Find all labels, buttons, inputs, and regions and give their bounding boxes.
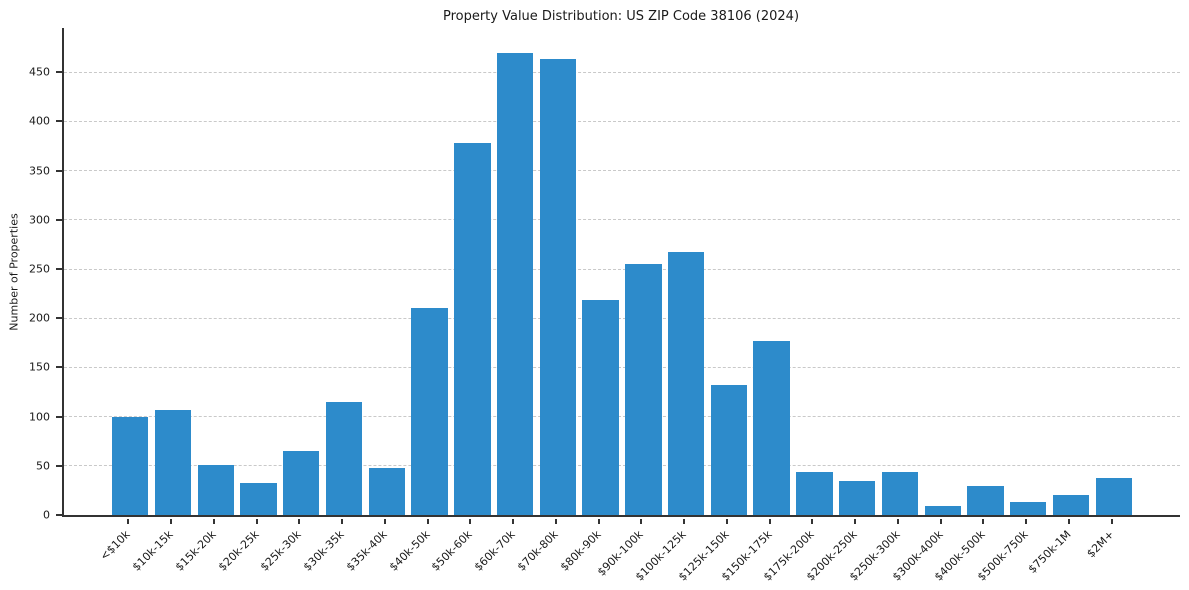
bar (325, 401, 363, 515)
y-tick-mark (56, 120, 62, 123)
x-tick-mark (255, 519, 258, 524)
bar (283, 451, 320, 515)
y-tick-mark (56, 464, 62, 467)
y-tick-label: 450 (29, 65, 50, 79)
gridline (64, 170, 1180, 172)
y-tick-label: 0 (43, 508, 50, 522)
y-tick-label: 100 (29, 410, 50, 424)
bar (753, 340, 790, 515)
y-tick-label: 300 (29, 213, 50, 227)
x-tick-mark (896, 519, 899, 524)
y-tick-mark (56, 218, 62, 221)
x-tick-mark (298, 519, 301, 524)
x-tick-mark (640, 519, 643, 524)
y-tick-label: 50 (36, 459, 50, 473)
y-tick-label: 250 (29, 262, 50, 276)
bar (881, 471, 919, 515)
x-tick-mark (469, 519, 472, 524)
y-tick-mark (56, 169, 62, 172)
gridline (64, 416, 1180, 418)
x-tick-mark (683, 519, 686, 524)
x-tick-mark (982, 519, 985, 524)
bar (1010, 502, 1047, 515)
bar (539, 59, 577, 515)
x-tick-mark (725, 519, 728, 524)
gridline (64, 120, 1180, 122)
y-tick-mark (56, 415, 62, 418)
x-tick-mark (811, 519, 814, 524)
x-axis-ticks: <$10k $10k-15k $15k-20k $20k-25k $25k-30k $30… (62, 519, 1180, 590)
bar (667, 252, 705, 515)
y-tick-mark (56, 366, 62, 369)
gridline (64, 268, 1180, 270)
bar (924, 506, 961, 515)
gridline (64, 317, 1180, 319)
x-tick-mark (597, 519, 600, 524)
bar (796, 471, 833, 515)
bar (368, 467, 405, 515)
bar (112, 416, 149, 515)
x-tick-mark (341, 519, 344, 524)
y-tick-label: 150 (29, 360, 50, 374)
y-tick-label: 400 (29, 114, 50, 128)
x-tick-mark (383, 519, 386, 524)
x-tick-mark (854, 519, 857, 524)
plot-area (62, 28, 1180, 517)
x-tick-mark (170, 519, 173, 524)
bar (496, 52, 534, 515)
bar (967, 486, 1004, 515)
y-tick-mark (56, 317, 62, 320)
x-tick-mark (1025, 519, 1028, 524)
bar (625, 264, 662, 515)
x-tick-mark (1067, 519, 1070, 524)
bar (154, 409, 192, 515)
y-tick-mark (56, 71, 62, 74)
x-tick-mark (512, 519, 515, 524)
x-tick-mark (127, 519, 130, 524)
bar (1052, 495, 1090, 515)
y-tick-mark (56, 514, 62, 516)
gridline (64, 219, 1180, 221)
x-tick-mark (768, 519, 771, 524)
y-tick-label: 200 (29, 311, 50, 325)
x-tick-mark (426, 519, 429, 524)
bar (411, 308, 448, 515)
x-tick-mark (212, 519, 215, 524)
gridline (64, 366, 1180, 368)
y-tick-mark (56, 268, 62, 271)
gridline (64, 71, 1180, 73)
x-tick-mark (1110, 519, 1113, 524)
bar (839, 480, 876, 515)
bar (1095, 477, 1132, 515)
bar (240, 482, 277, 515)
x-tick-mark (554, 519, 557, 524)
bar (454, 143, 491, 515)
bar (197, 464, 234, 515)
x-tick-mark (939, 519, 942, 524)
y-axis-ticks: 0 50 100 150 200 250 300 350 400 450 (0, 28, 62, 522)
bar (582, 299, 619, 515)
y-tick-label: 350 (29, 164, 50, 178)
gridline (64, 465, 1180, 467)
chart-title: Property Value Distribution: US ZIP Code… (442, 9, 800, 24)
bar (710, 385, 748, 515)
